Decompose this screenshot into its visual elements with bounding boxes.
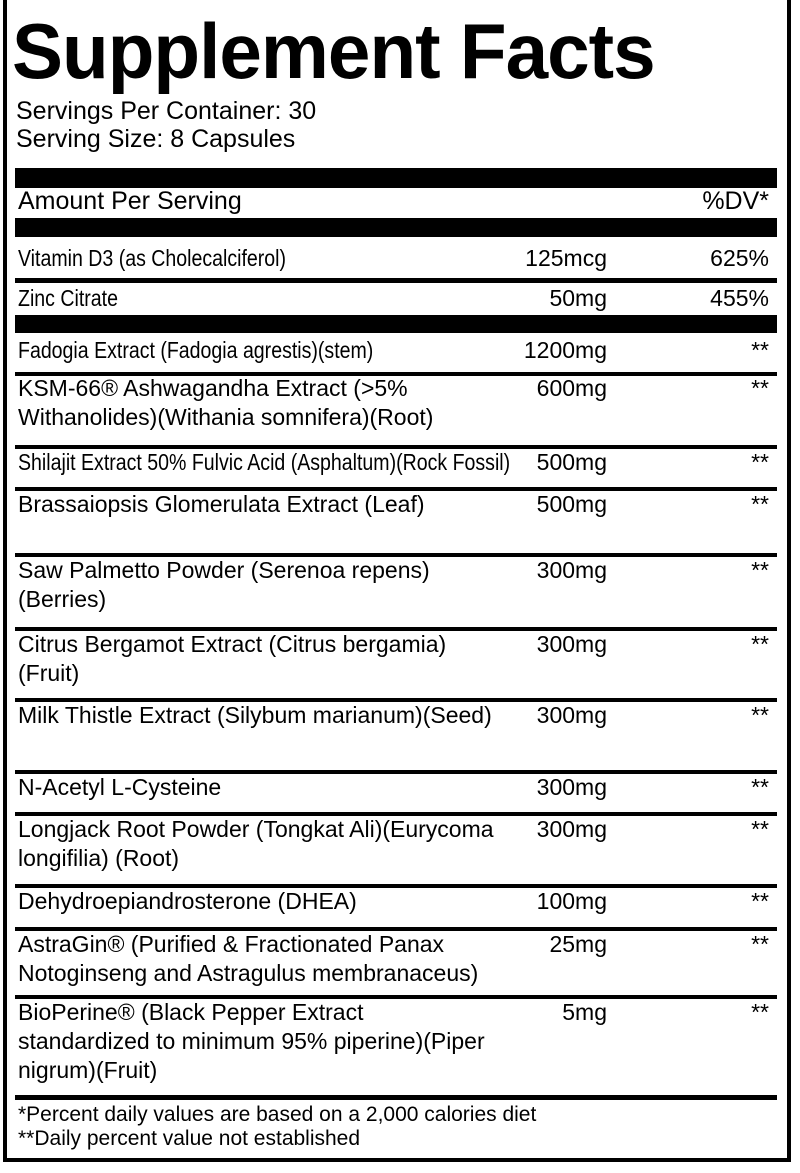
ingredient-amount: 300mg [536, 816, 607, 842]
ingredient-dv: ** [751, 888, 769, 914]
divider [15, 812, 777, 816]
vitamin-name: Vitamin D3 (as Cholecalciferol) [18, 245, 287, 271]
divider [15, 995, 777, 999]
supplement-facts-panel [3, 0, 791, 1162]
ingredient-name: Shilajit Extract 50% Fulvic Acid (Asphal… [18, 449, 511, 475]
footnote-dv: *Percent daily values are based on a 2,0… [18, 1103, 537, 1126]
vitamin-dv: 625% [710, 245, 769, 271]
vitamin-dv: 455% [710, 285, 769, 311]
divider [15, 553, 777, 557]
header-row: Amount Per Serving %DV* [15, 187, 777, 218]
divider [15, 372, 777, 376]
ingredient-name: Longjack Root Powder (Tongkat Ali)(Euryc… [18, 816, 494, 871]
vitamin-amount: 50mg [549, 285, 607, 311]
ingredient-dv: ** [751, 337, 769, 363]
ingredient-dv: ** [751, 931, 769, 957]
ingredient-amount: 300mg [536, 774, 607, 800]
footnotes: *Percent daily values are based on a 2,0… [18, 1103, 536, 1151]
ingredient-amount: 100mg [536, 888, 607, 914]
divider [15, 927, 777, 931]
ingredient-dv: ** [751, 375, 769, 401]
divider [15, 445, 777, 449]
vitamin-name: Zinc Citrate [18, 285, 118, 311]
ingredient-amount: 300mg [536, 702, 607, 728]
ingredient-dv: ** [751, 702, 769, 728]
ingredient-name: AstraGin® (Purified & Fractionated Panax… [18, 931, 479, 986]
ingredient-amount: 25mg [549, 931, 607, 957]
ingredient-amount: 1200mg [523, 337, 607, 363]
ingredient-amount: 300mg [536, 557, 607, 583]
ingredient-name: Brassaiopsis Glomerulata Extract (Leaf) [18, 491, 425, 517]
ingredient-name: Milk Thistle Extract (Silybum marianum)(… [18, 702, 492, 728]
dv-label: %DV* [702, 187, 769, 215]
panel-title: Supplement Facts [12, 7, 656, 95]
ingredient-amount: 500mg [536, 491, 607, 517]
divider [15, 278, 777, 283]
ingredient-amount: 600mg [536, 375, 607, 401]
ingredient-name: Citrus Bergamot Extract (Citrus bergamia… [18, 631, 447, 686]
ingredient-dv: ** [751, 999, 769, 1025]
ingredient-name: BioPerine® (Black Pepper Extract standar… [18, 999, 485, 1083]
servings-per-container: Servings Per Container: 30 [16, 97, 317, 125]
ingredient-name: Fadogia Extract (Fadogia agrestis)(stem) [18, 337, 374, 363]
divider-thick [15, 218, 777, 237]
ingredient-dv: ** [751, 816, 769, 842]
divider [15, 1095, 777, 1100]
divider-thick [15, 315, 777, 333]
footnote-not-established: **Daily percent value not established [18, 1127, 361, 1150]
ingredient-dv: ** [751, 631, 769, 657]
ingredient-name: Saw Palmetto Powder (Serenoa repens)(Ber… [18, 557, 430, 612]
ingredient-dv: ** [751, 449, 769, 475]
ingredient-dv: ** [751, 774, 769, 800]
divider [15, 487, 777, 491]
divider [15, 627, 777, 631]
ingredient-amount: 5mg [562, 999, 607, 1025]
vitamin-amount: 125mcg [525, 245, 607, 271]
serving-size: Serving Size: 8 Capsules [16, 125, 296, 153]
ingredient-name: N-Acetyl L-Cysteine [18, 774, 222, 800]
divider [15, 884, 777, 888]
ingredient-dv: ** [751, 557, 769, 583]
amount-per-serving-label: Amount Per Serving [18, 187, 242, 215]
ingredient-amount: 500mg [536, 449, 607, 475]
ingredient-name: Dehydroepiandrosterone (DHEA) [18, 888, 357, 914]
divider-thick [15, 168, 777, 188]
divider [15, 698, 777, 702]
ingredient-name: KSM-66® Ashwagandha Extract (>5% Withano… [18, 375, 434, 430]
divider [15, 770, 777, 774]
ingredient-dv: ** [751, 491, 769, 517]
ingredient-amount: 300mg [536, 631, 607, 657]
